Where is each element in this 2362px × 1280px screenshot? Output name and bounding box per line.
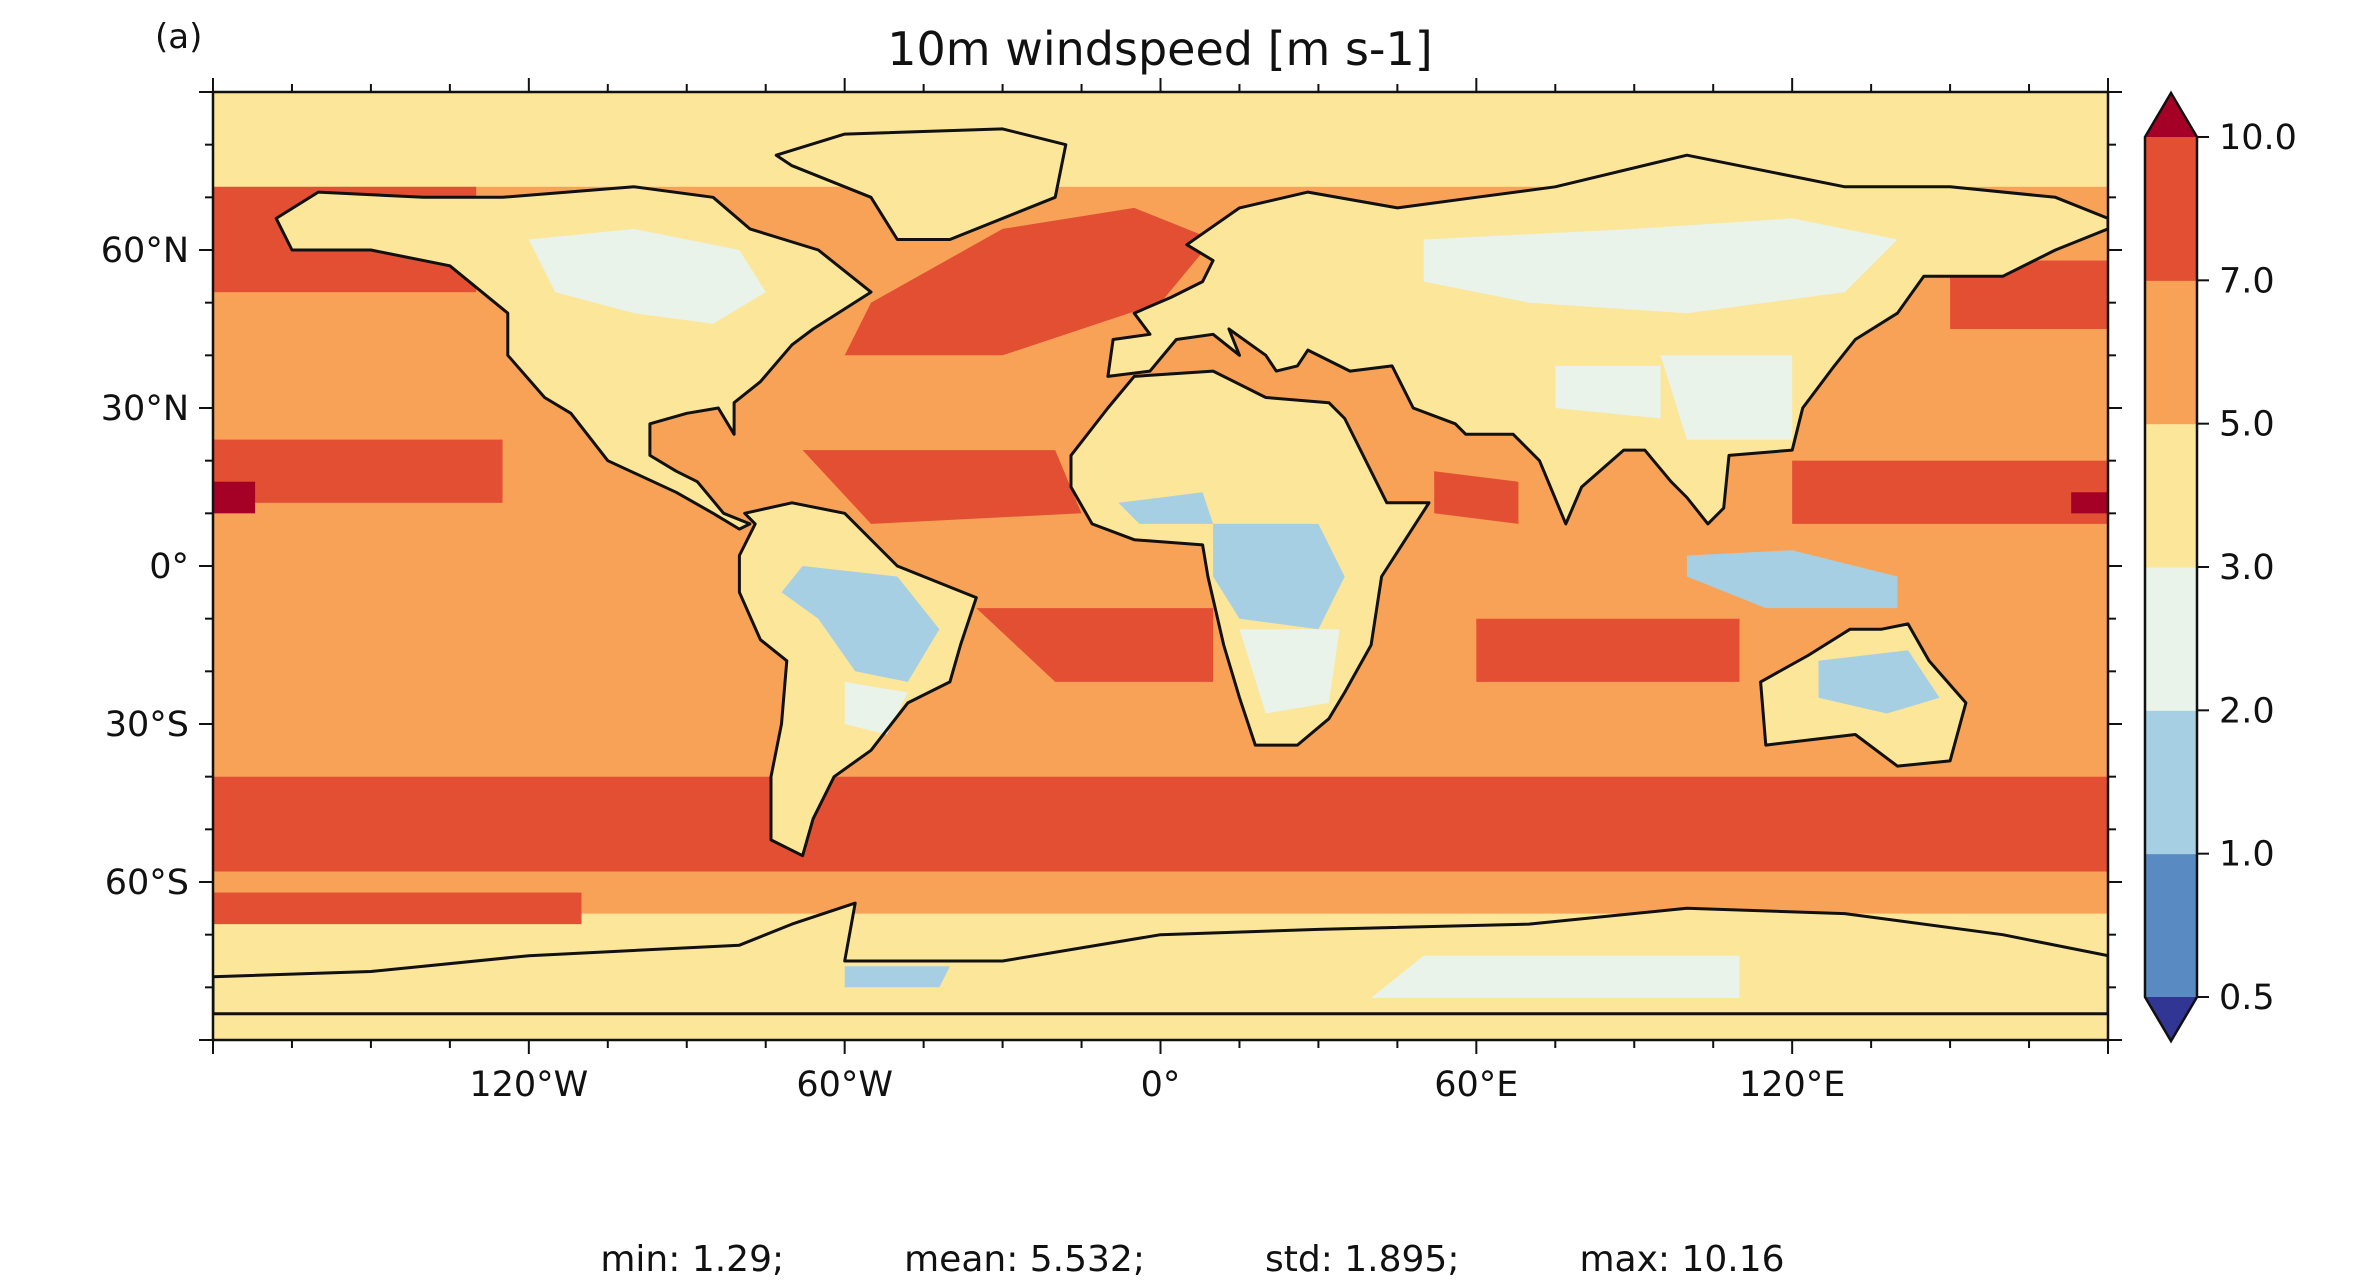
x-tick-label: 120°E [1739, 1065, 1845, 1105]
land-siberia-light [1423, 218, 1898, 314]
stat-min: min: 1.29; [600, 1239, 785, 1280]
map-plot-area [213, 92, 2108, 1040]
land-maritime-calm [1686, 550, 1898, 609]
colorbar-tick-label: 1.0 [2219, 835, 2275, 875]
field-arabian-sea-jet [1434, 471, 1519, 524]
coastline-africa [1069, 369, 1431, 747]
coastline-eurasia [1106, 153, 2108, 526]
field-southern-low-belt [213, 892, 582, 925]
field-extreme-west [2071, 492, 2108, 514]
x-tick-label: 120°W [469, 1065, 588, 1105]
y-axis-ticks: 60°N 30°N 0° 30°S 60°S [101, 91, 2122, 1041]
stat-max: max: 10.16 [1579, 1239, 1785, 1280]
land-amazon-calm [781, 566, 940, 682]
land-canada-light [528, 228, 766, 324]
x-tick-label: 60°E [1434, 1065, 1518, 1105]
panel-label: (a) [155, 17, 202, 57]
colorbar-segment [2145, 853, 2197, 998]
coastline-south-america [737, 501, 978, 858]
land-sahel-calm [1118, 492, 1214, 524]
colorbar-tick-label: 7.0 [2219, 261, 2275, 301]
stat-mean: mean: 5.532; [904, 1239, 1145, 1280]
field-north-atlantic-belt [844, 207, 1214, 356]
statistics-line: min: 1.29; mean: 5.532; std: 1.895; max: 10… [0, 1198, 2362, 1280]
stat-std: std: 1.895; [1264, 1239, 1460, 1280]
colorbar-under-arrow [2145, 997, 2197, 1041]
colorbar-segment [2145, 710, 2197, 855]
x-tick-label: 0° [1141, 1065, 1181, 1105]
coastline-greenland [774, 127, 1068, 241]
coastline-australia [1759, 622, 1968, 768]
x-axis-ticks: 120°W 60°W 0° 60°E 120°E [212, 78, 2109, 1105]
colorbar-tick-label: 3.0 [2219, 548, 2275, 588]
field-southern-ocean-belt [213, 776, 2108, 872]
y-tick-label: 30°S [105, 705, 189, 745]
colorbar-tick-label: 5.0 [2219, 405, 2275, 445]
colorbar-over-arrow [2145, 93, 2197, 137]
coastline-north-america [274, 185, 873, 531]
colorbar-tick-label: 0.5 [2219, 978, 2275, 1018]
colorbar-segment [2145, 423, 2197, 568]
y-tick-label: 30°N [101, 389, 189, 429]
y-tick-label: 60°N [101, 231, 189, 271]
land-china-light [1660, 355, 1793, 440]
colorbar-tick-label: 2.0 [2219, 691, 2275, 731]
field-indian-tradewind [1476, 618, 1740, 682]
field-pacific-tradewind [213, 439, 503, 503]
land-east-antarctic-light [1371, 955, 1740, 998]
field-west-pacific-tradewind [1792, 460, 2108, 524]
colorbar-segment [2145, 280, 2197, 425]
field-south-atlantic-tradewind [976, 608, 1214, 682]
y-tick-label: 0° [149, 547, 189, 587]
colorbar-tick-label: 10.0 [2219, 118, 2297, 158]
colorbar-segment [2145, 567, 2197, 711]
map-layers [213, 92, 2108, 1040]
colorbar-segment [2145, 137, 2197, 281]
field-extreme-east [213, 481, 256, 514]
field-arctic [213, 92, 2108, 187]
land-tibet-light [1555, 365, 1661, 419]
land-southern-africa-light [1239, 629, 1340, 714]
land-congo-calm [1213, 523, 1345, 630]
chart-title: 10m windspeed [m s-1] [887, 22, 1432, 76]
land-weddell-calm [844, 966, 950, 988]
x-tick-label: 60°W [796, 1065, 893, 1105]
land-greenland [776, 128, 1066, 240]
colorbar: 0.5 1.0 2.0 3.0 5.0 7.0 10.0 [2143, 90, 2297, 1044]
land-australia-calm [1818, 650, 1940, 714]
y-tick-label: 60°S [105, 863, 189, 903]
coastline-antarctica [213, 901, 2108, 1016]
field-atlantic-tradewind [802, 450, 1082, 524]
